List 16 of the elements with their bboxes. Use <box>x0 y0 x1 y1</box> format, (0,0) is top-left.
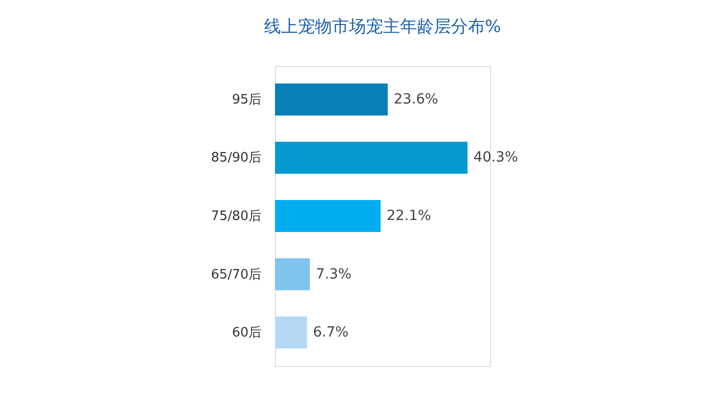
bar <box>275 258 310 290</box>
chart-title: 线上宠物市场宠主年龄层分布% <box>264 17 502 37</box>
data-label: 23.6% <box>394 91 438 108</box>
data-label: 7.3% <box>316 266 352 282</box>
bar <box>275 83 388 116</box>
data-label: 6.7% <box>313 324 349 341</box>
y-tick-label: 85/90后 <box>211 150 262 166</box>
y-tick-label: 60后 <box>232 326 262 341</box>
data-label: 40.3% <box>474 150 518 166</box>
y-tick-label: 75/80后 <box>211 209 262 224</box>
bar <box>275 316 308 349</box>
data-label: 22.1% <box>386 208 432 224</box>
y-tick-label: 65/70后 <box>211 267 262 282</box>
bar <box>275 200 381 232</box>
bar <box>275 142 468 174</box>
y-tick-label: 95后 <box>232 92 262 108</box>
